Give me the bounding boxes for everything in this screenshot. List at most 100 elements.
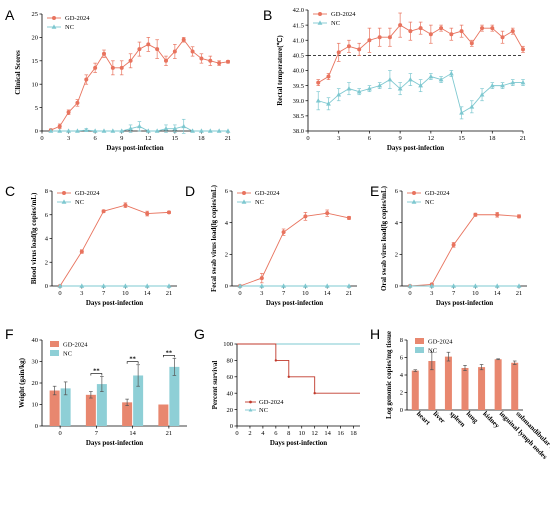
data-point: [469, 104, 475, 109]
data-point: [439, 26, 444, 31]
data-point: [325, 211, 330, 216]
legend-marker: [61, 199, 67, 204]
data-point: [190, 49, 195, 54]
x-tick-label: 6: [368, 135, 372, 142]
x-tick-label: 18: [489, 135, 496, 142]
data-point: [346, 44, 351, 49]
legend-label: GD-2024: [425, 190, 450, 197]
y-tick-label: 38.5: [293, 113, 304, 120]
data-point: [480, 26, 485, 31]
y-tick-label: 2: [225, 252, 228, 259]
legend-label: GD-2024: [255, 190, 280, 197]
y-tick-label: 10: [32, 81, 39, 88]
x-tick-label: 15: [172, 135, 179, 142]
bar-gd2024: [411, 370, 419, 410]
bar-gd2024: [494, 359, 502, 410]
series-line-gd2024: [59, 204, 170, 287]
legend-marker: [317, 20, 323, 25]
significance-label: **: [129, 356, 136, 363]
x-tick-label: 12: [428, 135, 435, 142]
y-tick-label: 20: [227, 407, 234, 414]
data-point: [418, 26, 423, 31]
data-point: [172, 126, 178, 131]
data-point: [336, 50, 341, 55]
x-tick-label: 21: [225, 135, 232, 142]
x-tick-label: 21: [516, 290, 523, 297]
x-tick-label: 6: [274, 430, 278, 437]
x-tick-label: 16: [337, 430, 344, 437]
data-point: [79, 283, 85, 288]
x-tick-label: 12: [311, 430, 318, 437]
data-point: [469, 41, 474, 46]
legend-swatch: [50, 350, 59, 356]
x-category-label: heart: [415, 410, 432, 427]
data-point: [208, 58, 213, 63]
data-point: [181, 37, 186, 42]
x-tick-label: 18: [198, 135, 205, 142]
x-axis-title: Days post-infection: [266, 299, 323, 307]
y-axis-title: Rectal temperature(℃): [276, 35, 284, 106]
legend-label: NC: [428, 348, 437, 355]
data-point: [79, 249, 84, 254]
data-point: [428, 32, 433, 37]
data-point: [377, 83, 383, 88]
bar-gd2024: [158, 404, 169, 426]
data-point: [101, 209, 106, 214]
y-tick-label: 42.0: [293, 7, 304, 14]
legend-marker: [52, 16, 56, 20]
data-point: [489, 83, 495, 88]
data-point: [510, 80, 516, 85]
data-point: [495, 212, 500, 217]
bar-gd2024: [49, 390, 60, 426]
data-point: [357, 47, 362, 52]
significance-label: **: [166, 349, 173, 356]
censor-mark: [313, 392, 316, 395]
data-point: [408, 29, 413, 34]
y-tick-label: 41.5: [293, 22, 304, 29]
data-point: [57, 283, 63, 288]
data-point: [316, 80, 321, 85]
data-point: [119, 128, 125, 133]
data-point: [377, 35, 382, 40]
x-tick-label: 21: [346, 290, 353, 297]
x-tick-label: 0: [306, 135, 309, 142]
x-tick-label: 6: [94, 135, 98, 142]
data-point: [398, 23, 403, 28]
x-tick-label: 21: [166, 430, 173, 437]
y-tick-label: 6: [395, 188, 399, 195]
x-tick-label: 7: [282, 290, 286, 297]
data-point: [163, 126, 169, 131]
data-point: [521, 47, 525, 52]
legend-marker: [51, 24, 57, 29]
x-tick-label: 18: [350, 430, 357, 437]
legend-label: GD-2024: [63, 342, 88, 349]
bar-gd2024: [428, 361, 436, 410]
x-tick-label: 10: [302, 290, 309, 297]
y-tick-label: 4: [400, 372, 404, 379]
y-tick-label: 0: [225, 283, 228, 290]
chart-panel-c: 0 2 4 6 8 0 3 7 10 14 21 Days post-infection Blood v…: [5, 183, 177, 307]
data-point: [190, 128, 195, 133]
legend-label: NC: [255, 199, 264, 206]
data-point: [367, 38, 372, 43]
y-axis-title: Log genomic copies/mg tissue: [385, 331, 393, 419]
y-tick-label: 40.0: [293, 68, 304, 75]
data-point: [216, 128, 222, 133]
y-tick-label: 41.0: [293, 37, 304, 44]
data-point: [164, 58, 168, 63]
panel-letter: E: [370, 183, 379, 199]
significance-label: **: [93, 368, 100, 375]
legend-swatch: [415, 338, 424, 344]
bar-nc: [60, 388, 71, 426]
y-tick-label: 0: [35, 423, 38, 430]
data-point: [451, 283, 456, 288]
y-tick-label: 4: [225, 220, 229, 227]
legend-label: GD-2024: [65, 15, 90, 22]
series-line-gd2024: [409, 214, 520, 287]
chart-panel-h: 0 2 4 6 8 Log genomic copies/mg tissue heart li…: [370, 326, 550, 476]
data-point: [57, 128, 63, 133]
data-point: [225, 128, 231, 133]
bar-nc: [169, 366, 180, 426]
bar-nc: [96, 384, 107, 426]
data-point: [303, 283, 308, 288]
